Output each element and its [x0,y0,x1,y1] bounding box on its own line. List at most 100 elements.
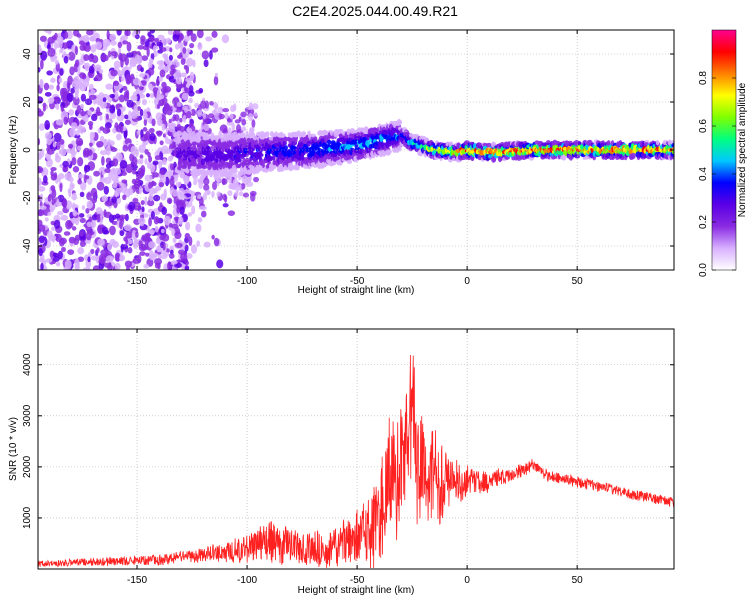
spectrogram-noise-cell [211,30,218,38]
spectrogram-noise-cell [162,133,166,138]
spectrogram-noise-cell [254,112,258,117]
spectrogram-noise-cell [105,255,114,263]
spectrogram-noise-cell [182,52,189,59]
spectrogram-noise-cell [176,101,182,107]
spectrogram-signal-cell [203,132,209,138]
spectrogram-noise-cell [40,59,44,70]
spectrogram-noise-cell [185,81,193,86]
spectrogram-x-tick-label: 0 [464,276,470,287]
spectrogram-noise-cell [186,30,194,36]
spectrogram-noise-cell [190,244,198,254]
spectrogram-noise-cell [38,248,43,257]
spectrogram-noise-cell [181,92,189,101]
spectrogram-noise-cell [152,45,157,53]
spectrogram-noise-cell [46,70,53,76]
spectrogram-noise-cell [248,112,254,121]
spectrogram-noise-cell [85,149,93,157]
spectrogram-noise-cell [170,260,178,265]
spectrogram-noise-cell [167,155,173,162]
snr-y-label: SNR (10 * v/v) [8,417,19,481]
spectrogram-noise-cell [71,192,78,201]
spectrogram-noise-cell [202,193,207,201]
spectrogram-noise-cell [212,181,218,191]
spectrogram-noise-cell [174,231,182,240]
spectrogram-signal-cell [201,164,208,169]
spectrogram-noise-cell [80,181,87,191]
spectrogram-noise-cell [174,30,180,35]
chart-title: C2E4.2025.044.00.49.R21 [292,3,458,19]
snr-x-tick-label: 50 [572,575,584,586]
spectrogram-noise-cell [161,233,170,242]
spectrogram-noise-cell [98,254,104,264]
spectrogram-noise-cell [109,105,116,114]
spectrogram-noise-cell [90,248,95,255]
spectrogram-noise-cell [222,107,230,113]
spectrogram-noise-cell [90,255,99,261]
spectrogram-noise-cell [209,100,214,106]
spectrogram-noise-cell [119,230,125,237]
colorbar-tick-label: 0.0 [698,263,709,277]
spectrogram-noise-cell [176,124,182,132]
spectrogram-noise-cell [85,230,92,241]
spectrogram-noise-cell [76,129,80,136]
spectrogram-noise-cell [88,65,95,74]
spectrogram-noise-cell [195,223,202,233]
spectrogram-signal-cell [185,168,190,174]
spectrogram-noise-cell [151,180,155,186]
spectrogram-noise-cell [62,160,69,168]
spectrogram-noise-cell [147,32,152,38]
spectrogram-noise-cell [227,210,236,216]
spectrogram-signal-cell [585,140,592,146]
spectrogram-noise-cell [126,99,134,108]
spectrogram-noise-cell [100,55,105,60]
spectrogram-noise-cell [133,59,137,67]
spectrogram-signal-cell [189,146,193,151]
spectrogram-noise-cell [138,157,144,165]
spectrogram-noise-cell [143,118,148,127]
spectrogram-noise-cell [139,251,146,256]
spectrogram-noise-cell [144,40,150,47]
spectrogram-noise-cell [80,93,87,102]
spectrogram-noise-cell [116,197,122,204]
spectrogram-signal-cell [313,136,318,143]
spectrogram-noise-cell [47,195,52,202]
spectrogram-noise-cell [134,34,140,40]
spectrogram-noise-cell [79,44,86,51]
spectrogram-noise-cell [208,113,215,119]
spectrogram-noise-cell [73,96,80,106]
spectrogram-noise-cell [169,163,175,171]
spectrogram-noise-cell [179,206,185,215]
spectrogram-noise-cell [47,211,52,217]
spectrogram-noise-cell [95,207,103,215]
spectrogram-noise-cell [124,260,133,268]
spectrogram-noise-cell [215,177,223,183]
spectrogram-noise-cell [144,196,148,206]
spectrogram-noise-cell [198,87,204,94]
spectrogram-noise-cell [68,189,72,198]
spectrogram-signal-cell [232,168,238,174]
spectrogram-noise-cell [185,48,191,53]
spectrogram-noise-cell [84,62,91,72]
spectrogram-noise-cell [75,82,84,89]
spectrogram-noise-cell [154,37,160,43]
spectrogram-noise-cell [99,126,105,131]
spectrogram-noise-cell [99,115,103,121]
spectrogram-noise-cell [46,155,51,162]
spectrogram-noise-cell [168,118,172,123]
spectrogram-noise-cell [160,228,165,234]
spectrogram-noise-cell [240,111,247,118]
spectrogram-noise-cell [196,240,201,247]
spectrogram-noise-cell [43,30,52,33]
spectrogram-noise-cell [215,104,219,110]
spectrogram-noise-cell [60,105,64,112]
spectrogram-noise-cell [92,265,101,270]
spectrogram-noise-cell [122,144,129,152]
spectrogram-noise-cell [173,72,177,80]
spectrogram-y-tick-label: -40 [22,238,33,253]
spectrogram-noise-cell [88,124,93,130]
spectrogram-noise-cell [249,190,257,197]
spectrogram-noise-cell [78,126,87,134]
spectrogram-signal-cell [197,131,201,138]
spectrogram-noise-cell [51,35,56,40]
spectrogram-noise-cell [150,210,155,220]
